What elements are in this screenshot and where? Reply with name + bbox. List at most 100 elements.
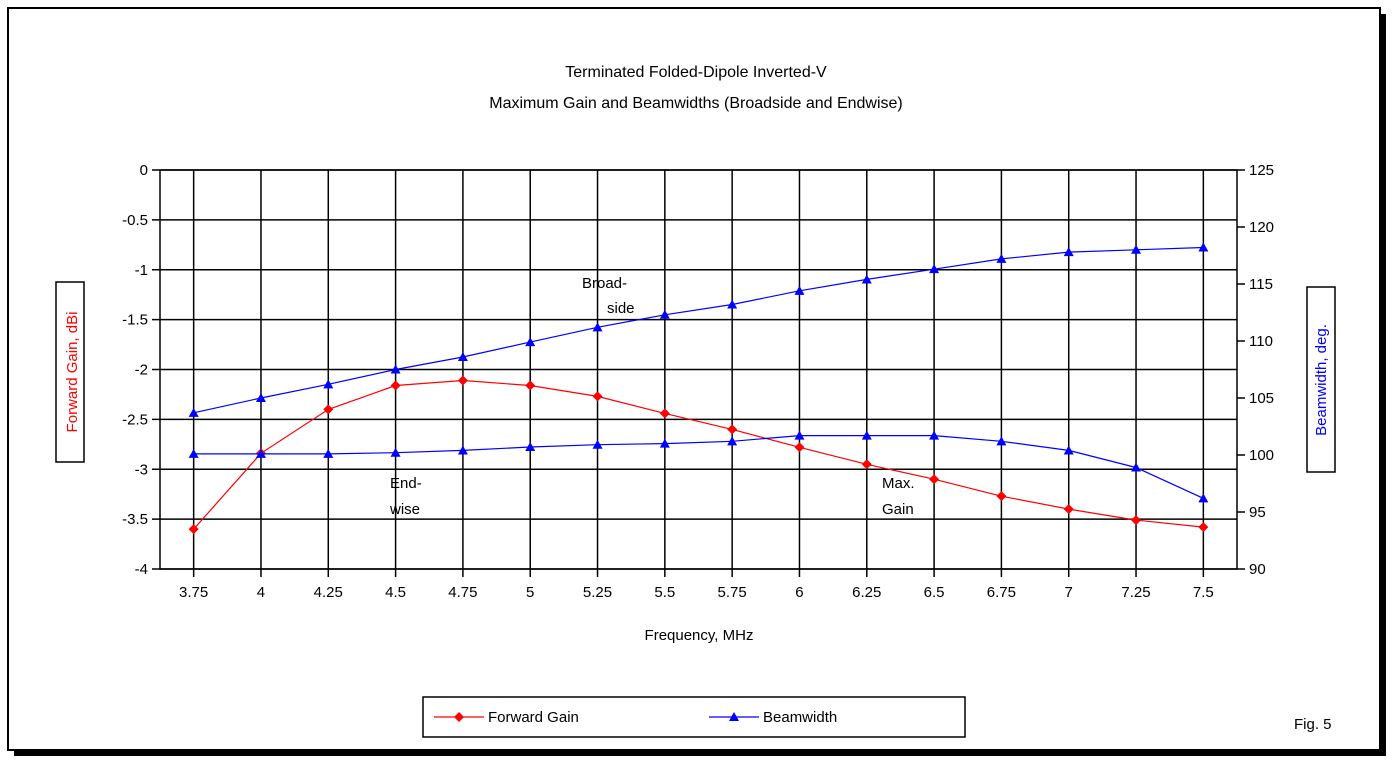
figure-label: Fig. 5 [1294, 716, 1332, 733]
data-point-beamwidth [592, 439, 603, 449]
data-point-beamwidth [457, 445, 468, 455]
x-tick-label: 4.5 [385, 584, 406, 601]
x-tick-label: 6.75 [987, 584, 1016, 601]
data-point-beamwidth [996, 253, 1007, 263]
data-point-beamwidth [525, 442, 536, 452]
data-point-beamwidth [727, 436, 738, 446]
annotation-broadside-line-1: Broad- [582, 275, 627, 292]
data-point-beamwidth [727, 299, 738, 309]
left-tick-label: -1 [135, 262, 148, 279]
annotation-maxgain-line-2: Gain [882, 501, 914, 518]
left-tick-label: -4 [135, 561, 148, 578]
data-point-forward-gain [390, 380, 401, 391]
right-tick-label: 95 [1249, 504, 1266, 521]
tick-labels: 0 -0.5 -1 -1.5 -2 -2.5 -3 -3.5 -4 125 120 115 110 105… [122, 162, 1274, 601]
right-tick-label: 90 [1249, 561, 1266, 578]
data-point-beamwidth [659, 438, 670, 448]
x-tick-label: 6.25 [852, 584, 881, 601]
right-axis-label: Beamwidth, deg. [1313, 324, 1330, 436]
data-point-forward-gain [1131, 515, 1142, 526]
x-tick-label: 3.75 [179, 584, 208, 601]
data-point-forward-gain [323, 404, 334, 415]
annotation-maxgain-line-1: Max. [882, 475, 915, 492]
annotation-broadside-line-2: side [607, 300, 635, 317]
data-point-forward-gain [457, 375, 468, 386]
data-point-beamwidth [525, 337, 536, 347]
series-layer [188, 242, 1209, 535]
right-tick-label: 120 [1249, 219, 1274, 236]
left-axis-label-box [55, 281, 85, 463]
data-point-beamwidth [323, 379, 334, 389]
left-tick-label: -3.5 [122, 511, 148, 528]
left-tick-label: 0 [140, 162, 148, 179]
x-tick-label: 4.75 [448, 584, 477, 601]
left-tick-label: -3 [135, 461, 148, 478]
data-point-beamwidth [659, 309, 670, 319]
left-tick-label: -2 [135, 362, 148, 379]
x-tick-label: 5.25 [583, 584, 612, 601]
data-point-beamwidth [861, 430, 872, 440]
data-point-beamwidth [1131, 244, 1142, 254]
data-point-beamwidth [457, 351, 468, 361]
data-point-beamwidth [1131, 462, 1142, 472]
legend-box [422, 696, 966, 738]
data-point-forward-gain [794, 442, 805, 453]
left-tick-label: -2.5 [122, 411, 148, 428]
data-point-forward-gain [861, 459, 872, 470]
right-tick-label: 125 [1249, 162, 1274, 179]
x-axis-label: Frequency, MHz [645, 627, 754, 644]
data-point-forward-gain [996, 491, 1007, 502]
data-point-beamwidth [794, 430, 805, 440]
data-point-beamwidth [929, 264, 940, 274]
x-tick-label: 4 [257, 584, 265, 601]
right-tick-label: 110 [1249, 333, 1273, 350]
legend-marker-beamwidth [729, 712, 739, 721]
x-tick-label: 7 [1065, 584, 1073, 601]
right-tick-label: 115 [1249, 276, 1273, 293]
data-point-forward-gain [592, 391, 603, 402]
data-point-beamwidth [255, 393, 266, 402]
x-tick-label: 6 [795, 584, 803, 601]
x-tick-label: 6.5 [924, 584, 945, 601]
data-point-beamwidth [996, 436, 1007, 446]
data-point-beamwidth [188, 407, 199, 417]
data-point-beamwidth [255, 448, 266, 458]
right-axis-label-box [1306, 286, 1336, 473]
right-tick-label: 105 [1249, 390, 1274, 407]
data-point-forward-gain [1063, 504, 1074, 515]
data-point-beamwidth [929, 430, 940, 440]
legend-marker-forward-gain [454, 712, 464, 722]
right-tick-label: 100 [1249, 447, 1274, 464]
data-point-beamwidth [390, 447, 401, 457]
left-axis-label: Forward Gain, dBi [64, 312, 81, 433]
annotation-endwise-line-2: wise [389, 501, 420, 518]
data-point-beamwidth [1063, 445, 1074, 455]
data-point-beamwidth [323, 448, 334, 458]
data-point-beamwidth [592, 322, 603, 332]
series-line-beamwidth [193, 435, 1204, 499]
data-point-forward-gain [1198, 522, 1209, 533]
data-point-beamwidth [390, 364, 401, 374]
data-point-forward-gain [525, 380, 536, 391]
data-point-beamwidth [1198, 493, 1209, 503]
x-tick-label: 7.5 [1193, 584, 1214, 601]
plot-grid [160, 169, 1237, 570]
chart-title-line-1: Terminated Folded-Dipole Inverted-V [565, 64, 827, 81]
data-point-beamwidth [1063, 247, 1074, 257]
data-point-forward-gain [727, 424, 738, 435]
x-tick-label: 4.25 [314, 584, 343, 601]
annotation-endwise-line-1: End- [390, 475, 422, 492]
legend-label-forward-gain: Forward Gain [488, 709, 579, 726]
left-tick-label: -1.5 [122, 312, 148, 329]
data-point-forward-gain [929, 474, 940, 485]
legend-label-beamwidth: Beamwidth [763, 709, 837, 726]
data-point-forward-gain [659, 408, 670, 419]
x-tick-label: 5.5 [654, 584, 675, 601]
data-point-beamwidth [1198, 242, 1209, 252]
data-point-forward-gain [188, 524, 199, 535]
data-point-beamwidth [861, 274, 872, 284]
left-tick-label: -0.5 [122, 212, 148, 229]
x-tick-label: 5.75 [718, 584, 747, 601]
series-line-beamwidth [193, 246, 1204, 414]
